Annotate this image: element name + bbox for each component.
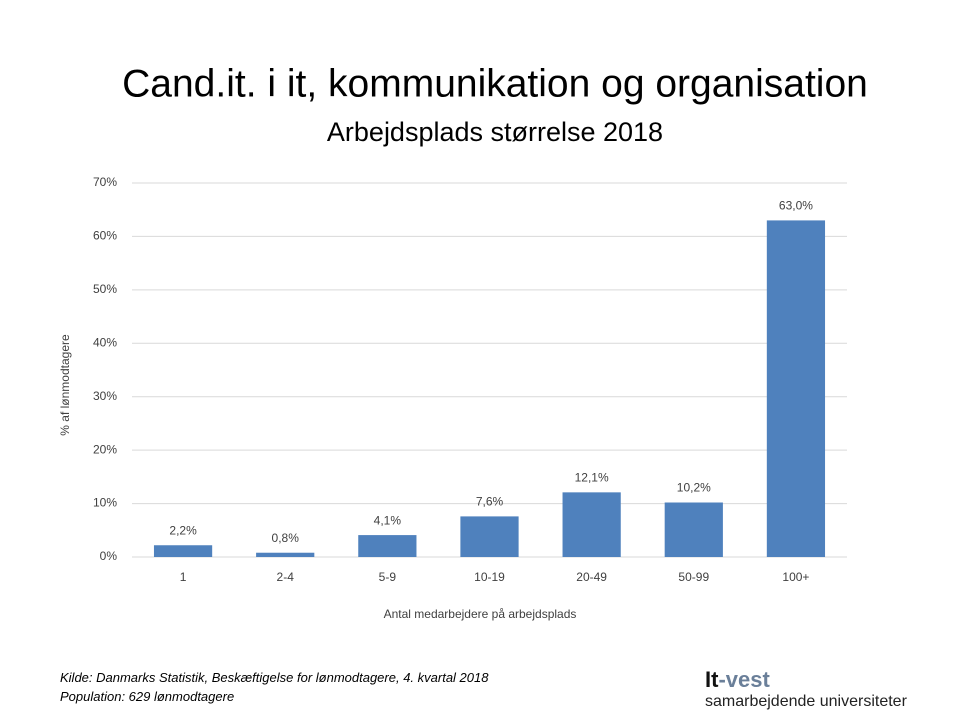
bar <box>460 516 519 557</box>
value-label: 2,2% <box>169 523 197 537</box>
x-tick-label: 2-4 <box>277 570 295 584</box>
x-tick-label: 5-9 <box>379 570 397 584</box>
chart-title: Cand.it. i it, kommunikation og organisa… <box>122 62 868 105</box>
bar <box>153 545 213 557</box>
logo-part: It <box>705 667 719 692</box>
bar <box>766 220 826 557</box>
y-tick-label: 0% <box>100 549 118 563</box>
bar <box>664 502 723 557</box>
value-label: 4,1% <box>374 513 402 527</box>
logo-part: -vest <box>718 667 770 692</box>
y-tick-label: 10% <box>93 496 117 510</box>
bar <box>256 552 315 557</box>
x-tick-label: 10-19 <box>474 570 505 584</box>
x-tick-label: 1 <box>180 570 187 584</box>
source-note: Kilde: Danmarks Statistik, Beskæftigelse… <box>60 670 489 685</box>
chart-subtitle: Arbejdsplads størrelse 2018 <box>327 117 663 147</box>
value-label: 0,8% <box>272 531 300 545</box>
y-tick-label: 40% <box>93 335 117 349</box>
bar <box>358 535 417 557</box>
y-tick-label: 60% <box>93 229 117 243</box>
x-tick-label: 20-49 <box>576 570 607 584</box>
x-tick-label: 50-99 <box>678 570 709 584</box>
value-label: 10,2% <box>677 481 711 495</box>
population-note: Population: 629 lønmodtagere <box>60 689 234 704</box>
y-tick-label: 70% <box>93 175 117 189</box>
y-tick-label: 50% <box>93 282 117 296</box>
y-tick-label: 30% <box>93 389 117 403</box>
value-label: 12,1% <box>575 471 609 485</box>
value-label: 7,6% <box>476 495 504 509</box>
x-tick-label: 100+ <box>782 570 809 584</box>
value-label: 63,0% <box>779 199 813 213</box>
x-axis-label: Antal medarbejdere på arbejdsplads <box>384 607 577 621</box>
logo-tagline: samarbejdende universiteter <box>705 693 908 710</box>
bar <box>562 492 621 557</box>
y-tick-label: 20% <box>93 442 117 456</box>
y-axis-label: % af lønmodtagere <box>58 334 72 436</box>
logo: It-vest <box>705 667 770 692</box>
